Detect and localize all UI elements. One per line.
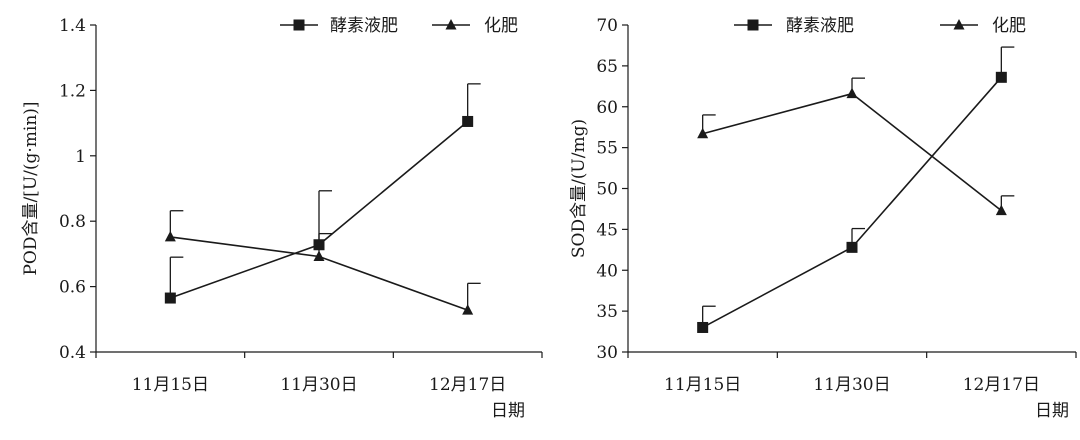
legend-square-marker: [293, 19, 305, 31]
x-tick-label: 11月15日: [664, 375, 741, 395]
data-point-square: [995, 71, 1007, 83]
legend-label: 酵素液肥: [330, 16, 398, 36]
y-tick-label: 50: [596, 180, 618, 200]
data-point-triangle: [846, 87, 858, 99]
x-tick-label: 12月17日: [429, 375, 506, 395]
y-tick-label: 70: [596, 16, 618, 36]
x-axis-title: 日期: [491, 401, 525, 421]
x-tick-label: 12月17日: [963, 375, 1040, 395]
legend-triangle-marker: [953, 19, 965, 30]
y-tick-label: 1: [75, 147, 86, 167]
legend-label: 酵素液肥: [786, 16, 854, 36]
data-point-square: [846, 241, 858, 253]
y-tick-label: 1.2: [59, 81, 86, 101]
data-point-triangle: [313, 250, 325, 262]
legend-triangle-marker: [445, 19, 457, 30]
y-tick-label: 0.4: [59, 343, 86, 363]
y-tick-label: 55: [596, 139, 618, 159]
y-tick-label: 35: [596, 302, 618, 322]
y-tick-label: 0.8: [59, 212, 86, 232]
y-tick-label: 40: [596, 261, 618, 281]
y-tick-label: 0.6: [59, 278, 86, 298]
data-point-square: [462, 115, 474, 127]
data-point-square: [164, 292, 176, 304]
data-point-triangle: [697, 127, 709, 139]
y-axis-title: POD含量/[U/(g·min)]: [21, 101, 41, 275]
x-axis-title: 日期: [1035, 401, 1069, 421]
y-tick-label: 65: [596, 57, 618, 77]
x-tick-label: 11月15日: [132, 375, 209, 395]
y-tick-label: 60: [596, 98, 618, 118]
y-tick-label: 45: [596, 220, 618, 240]
y-tick-label: 30: [596, 343, 618, 363]
legend-square-marker: [747, 19, 759, 31]
series-line-1: [702, 92, 1002, 212]
series-line-0: [702, 76, 1002, 329]
y-axis-title: SOD含量/(U/mg): [569, 119, 589, 258]
data-point-triangle: [462, 304, 474, 315]
data-point-triangle: [164, 230, 176, 242]
legend-label: 化肥: [484, 16, 518, 36]
x-tick-label: 11月30日: [813, 375, 890, 395]
data-point-triangle: [995, 204, 1007, 216]
y-tick-label: 1.4: [59, 16, 86, 36]
data-point-square: [697, 321, 709, 333]
legend-label: 化肥: [992, 16, 1026, 36]
x-tick-label: 11月30日: [280, 375, 357, 395]
